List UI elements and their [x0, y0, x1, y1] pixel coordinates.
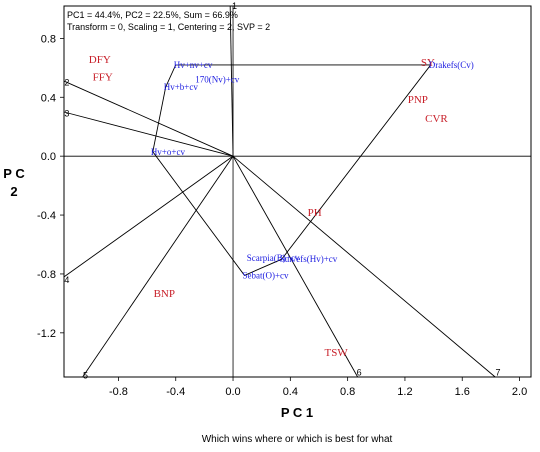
- trait-label: SY: [421, 57, 435, 69]
- x-tick-label: 2.0: [512, 386, 527, 398]
- sector-ray: [63, 80, 234, 157]
- polygon-hull: [152, 64, 432, 276]
- biplot-info-line1: PC1 = 44.4%, PC2 = 22.5%, Sum = 66.9%: [67, 10, 238, 20]
- sector-ray: [82, 155, 234, 378]
- ray-number: 2: [64, 78, 69, 88]
- x-axis-title: P C 1: [281, 405, 313, 420]
- y-tick-label: -1.2: [37, 328, 56, 340]
- ray-number: 1: [232, 1, 237, 11]
- chart-caption: Which wins where or which is best for wh…: [202, 434, 393, 445]
- biplot-lines: [63, 5, 531, 378]
- y-tick-label: 0.0: [41, 151, 56, 163]
- x-tick-label: 1.6: [455, 386, 470, 398]
- trait-label: PNP: [408, 94, 428, 106]
- trait-label: FFY: [93, 72, 113, 84]
- trait-label: CVR: [425, 113, 448, 125]
- x-tick-label: 0.8: [340, 386, 355, 398]
- genotype-label: Hv+o+cv: [151, 147, 186, 157]
- ray-number: 5: [83, 371, 88, 381]
- genotype-label: Sebat(O)+cv: [242, 270, 289, 280]
- genotype-label: Drakefs(Cv): [429, 60, 474, 70]
- y-axis-title-line1: P C: [3, 166, 25, 181]
- genotype-label: Hv+b+cv: [164, 82, 199, 92]
- trait-label: PH: [308, 207, 322, 219]
- sector-ray: [63, 155, 234, 278]
- ray-number: 6: [357, 368, 362, 378]
- x-tick-label: 1.2: [397, 386, 412, 398]
- x-tick-label: -0.4: [166, 386, 185, 398]
- genotype-label: Scarpia(B)+cv: [247, 253, 300, 263]
- sector-ray: [63, 111, 234, 157]
- genotype-label: Sun/efs(Hv)+cv: [280, 254, 338, 264]
- sector-ray: [232, 155, 496, 378]
- ray-number: 4: [64, 275, 69, 285]
- y-tick-label: -0.4: [37, 210, 56, 222]
- axis-ticks: -0.8 -0.4 0.0 0.4 0.8 1.2 1.6 2.0 0.8 0.4 0.0 -0.4 -…: [37, 33, 527, 398]
- trait-label: BNP: [154, 288, 175, 300]
- biplot-labels: DFY FFY SY PNP CVR PH BNP TSW Hv+nv+cv 170(Nv)+cv…: [64, 1, 500, 381]
- x-tick-label: 0.4: [283, 386, 298, 398]
- sector-ray: [232, 155, 359, 378]
- x-tick-label: -0.8: [109, 386, 128, 398]
- sector-ray: [229, 5, 234, 157]
- y-tick-label: 0.4: [41, 92, 56, 104]
- biplot-info-line2: Transform = 0, Scaling = 1, Centering = …: [67, 22, 270, 32]
- genotype-label: Hv+nv+cv: [174, 60, 213, 70]
- plot-frame: [63, 5, 532, 378]
- y-axis-title-line2: 2: [10, 184, 17, 199]
- y-tick-label: -0.8: [37, 269, 56, 281]
- y-tick-label: 0.8: [41, 33, 56, 45]
- ray-number: 7: [496, 368, 501, 378]
- trait-label: TSW: [325, 347, 349, 359]
- ray-number: 3: [64, 108, 69, 118]
- genotype-label: 170(Nv)+cv: [195, 75, 240, 85]
- trait-label: DFY: [89, 54, 111, 66]
- x-tick-label: 0.0: [225, 386, 240, 398]
